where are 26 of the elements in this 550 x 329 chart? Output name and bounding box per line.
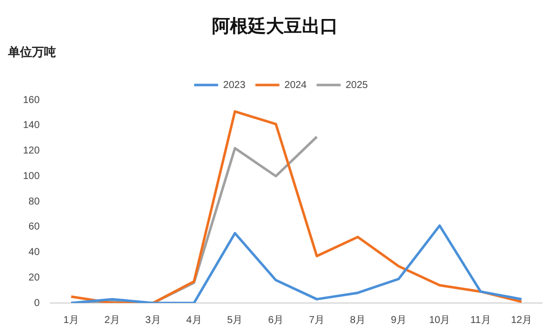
legend-label: 2023 (223, 80, 246, 91)
x-tick-label: 9月 (390, 314, 406, 326)
y-axis-title: 单位万吨 (8, 44, 56, 61)
y-tick-label: 80 (28, 196, 40, 208)
x-tick-label: 6月 (268, 314, 284, 326)
x-tick-label: 8月 (350, 314, 366, 326)
y-tick-label: 100 (22, 170, 40, 182)
y-tick-label: 160 (22, 94, 40, 106)
x-tick-label: 1月 (63, 314, 79, 326)
legend-label: 2024 (284, 80, 308, 91)
x-tick-label: 5月 (227, 314, 243, 326)
y-tick-label: 60 (28, 222, 40, 233)
y-tick-label: 0 (34, 298, 40, 309)
y-tick-label: 40 (28, 247, 40, 258)
x-tick-label: 10月 (429, 314, 450, 326)
x-tick-label: 7月 (309, 314, 325, 326)
y-tick-label: 120 (22, 146, 40, 156)
chart-title: 阿根廷大豆出口 (211, 15, 339, 38)
y-tick-label: 140 (22, 120, 40, 132)
x-tick-label: 2月 (104, 314, 120, 326)
x-tick-label: 11月 (470, 314, 491, 326)
x-tick-label: 12月 (510, 314, 532, 326)
y-tick-label: 20 (28, 272, 40, 284)
x-tick-label: 4月 (186, 314, 202, 326)
x-tick-label: 3月 (145, 314, 161, 326)
legend-label: 2025 (346, 80, 368, 91)
